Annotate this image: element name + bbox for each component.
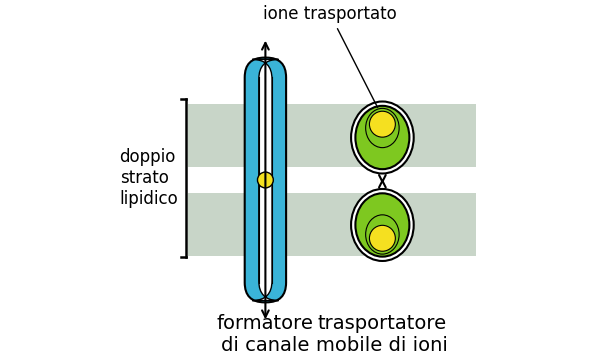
Ellipse shape	[355, 193, 410, 257]
Text: doppio
strato
lipidico: doppio strato lipidico	[120, 148, 178, 208]
Ellipse shape	[369, 111, 395, 137]
Bar	[188, 104, 476, 168]
Ellipse shape	[351, 101, 414, 174]
Ellipse shape	[355, 106, 410, 169]
Bar	[188, 192, 476, 256]
Text: ione trasportato: ione trasportato	[263, 5, 397, 107]
Text: formatore
di canale: formatore di canale	[217, 314, 314, 355]
Ellipse shape	[351, 189, 414, 261]
Text: trasportatore
mobile di ioni: trasportatore mobile di ioni	[317, 314, 448, 355]
Ellipse shape	[366, 108, 399, 148]
Ellipse shape	[369, 225, 395, 251]
Circle shape	[258, 172, 274, 188]
FancyBboxPatch shape	[244, 58, 286, 303]
FancyBboxPatch shape	[252, 60, 279, 301]
Ellipse shape	[366, 215, 399, 254]
